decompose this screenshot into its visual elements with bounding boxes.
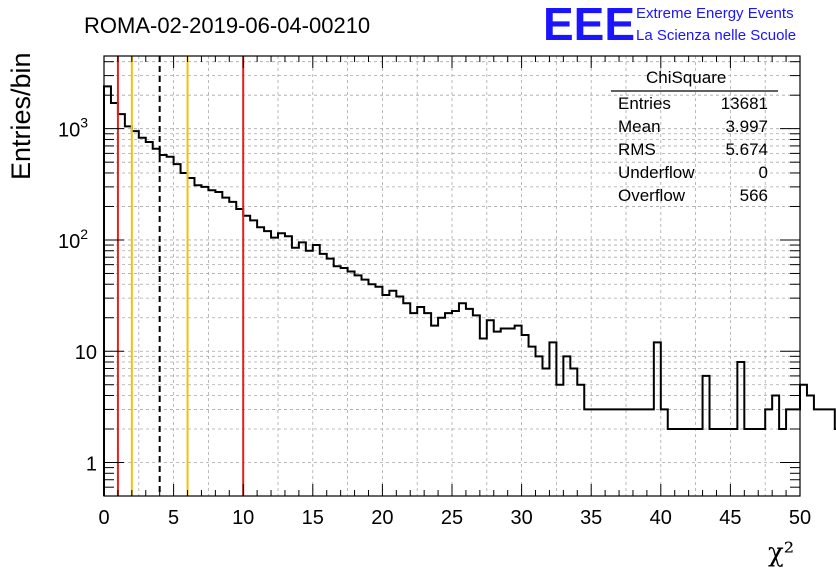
y-tick-label: 102 — [58, 226, 88, 253]
eee-logo: EEE Extreme Energy Events La Scienza nel… — [543, 0, 796, 50]
x-tick-label: 50 — [789, 507, 811, 529]
x-tick-label: 15 — [302, 507, 324, 529]
histogram — [103, 85, 836, 496]
stats-value-entries: 13681 — [721, 94, 768, 113]
x-tick-label: 30 — [510, 507, 532, 529]
x-tick-labels: 0 5 10 15 20 25 30 35 40 45 50 — [98, 507, 811, 529]
stats-label-overflow: Overflow — [618, 186, 686, 205]
x-tick-label: 20 — [371, 507, 393, 529]
x-tick-label: 0 — [98, 507, 109, 529]
stats-value-underflow: 0 — [759, 163, 768, 182]
x-tick-label: 40 — [650, 507, 672, 529]
axis-ticks — [103, 56, 801, 497]
logo-line-2: La Scienza nelle Scuole — [636, 27, 796, 44]
y-tick-label: 10 — [75, 342, 97, 364]
reference-lines — [116, 56, 245, 496]
stats-label-underflow: Underflow — [618, 163, 695, 182]
y-tick-labels: 1 10 102 103 — [58, 115, 97, 476]
grid-lines — [104, 56, 800, 496]
stats-label-mean: Mean — [618, 117, 661, 136]
stats-value-overflow: 566 — [740, 186, 768, 205]
x-tick-label: 10 — [232, 507, 254, 529]
logo-mark: EEE — [543, 0, 635, 50]
chart-title: ROMA-02-2019-06-04-00210 — [84, 13, 370, 38]
y-axis-label: Entries/bin — [6, 52, 36, 180]
stats-box-title: ChiSquare — [646, 68, 726, 87]
x-tick-label: 45 — [719, 507, 741, 529]
x-tick-label: 25 — [441, 507, 463, 529]
x-tick-label: 5 — [168, 507, 179, 529]
logo-line-1: Extreme Energy Events — [636, 5, 794, 22]
y-tick-label: 1 — [86, 454, 97, 476]
x-tick-label: 35 — [580, 507, 602, 529]
stats-label-rms: RMS — [618, 140, 656, 159]
stats-value-rms: 5.674 — [725, 140, 768, 159]
stats-box: ChiSquare Entries 13681 Mean 3.997 RMS 5.674 U… — [611, 68, 778, 205]
stats-label-entries: Entries — [618, 94, 671, 113]
stats-value-mean: 3.997 — [725, 117, 768, 136]
y-tick-label: 103 — [58, 115, 88, 142]
x-axis-label: χ² — [768, 538, 794, 568]
histogram-line — [103, 85, 836, 496]
